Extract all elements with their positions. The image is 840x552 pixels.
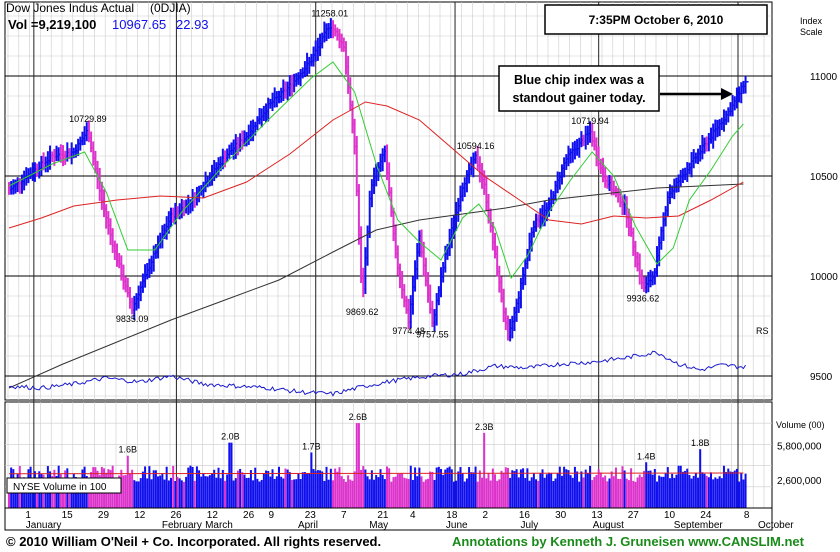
x-day-label: 24 bbox=[700, 510, 712, 521]
x-month-label: October bbox=[758, 520, 794, 531]
volume-annotation: 1.6B bbox=[119, 445, 138, 455]
callout-line-2: standout gainer today. bbox=[512, 91, 645, 105]
copyright-text: © 2010 William O'Neil + Co. Incorporated… bbox=[6, 534, 382, 549]
x-day-label: 10 bbox=[664, 510, 676, 521]
x-day-label: 12 bbox=[134, 510, 146, 521]
moving-average-10-line bbox=[8, 61, 744, 280]
volume-annotation: 1.4B bbox=[637, 451, 656, 461]
chart-title: Dow Jones Indus Actual bbox=[6, 1, 134, 15]
x-day-label: 29 bbox=[98, 510, 110, 521]
x-month-label: March bbox=[205, 520, 233, 531]
x-month-label: May bbox=[369, 520, 388, 531]
x-month-label: January bbox=[26, 520, 62, 531]
x-axis-band bbox=[4, 507, 773, 531]
x-day-label: 9 bbox=[268, 510, 274, 521]
x-day-label: 4 bbox=[410, 510, 416, 521]
callout-arrowhead bbox=[721, 88, 733, 100]
x-day-label: 18 bbox=[446, 510, 458, 521]
volume-annotation: 1.8B bbox=[691, 438, 710, 448]
timestamp: 7:35PM October 6, 2010 bbox=[589, 13, 724, 27]
price-annotation: 9757.55 bbox=[416, 329, 449, 339]
change-readout: 22.93 bbox=[176, 17, 209, 32]
price-tick-label: 10000 bbox=[810, 272, 838, 283]
moving-average-50-line bbox=[8, 101, 744, 229]
volume-axis-label: Volume (00) bbox=[776, 420, 825, 430]
annotations-credit: Annotations by Kenneth J. Gruneisen www.… bbox=[452, 534, 804, 549]
symbol-label: (0DJIA) bbox=[150, 1, 191, 15]
x-day-label: 12 bbox=[207, 510, 219, 521]
x-day-label: 23 bbox=[305, 510, 317, 521]
price-annotation: 9774.48 bbox=[392, 326, 425, 336]
volume-labels: 1.6B 2.0B 1.7B 2.6B 2.3B 1.4B 1.8B bbox=[119, 412, 710, 461]
x-day-label: 15 bbox=[62, 510, 74, 521]
volume-annotation: 2.3B bbox=[475, 422, 494, 432]
price-annotation: 9835.09 bbox=[116, 314, 149, 324]
x-month-label: April bbox=[298, 520, 318, 531]
volume-legend-box bbox=[6, 477, 122, 494]
price-tick-label: 9500 bbox=[810, 372, 833, 383]
x-month-label: September bbox=[674, 520, 724, 531]
x-day-label: 7 bbox=[341, 510, 347, 521]
price-annotation: 11258.01 bbox=[311, 8, 348, 18]
index-scale-label-2: Scale bbox=[800, 27, 823, 37]
index-scale-label-1: Index bbox=[800, 16, 823, 26]
x-day-label: 30 bbox=[555, 510, 567, 521]
callout-line-1: Blue chip index was a bbox=[514, 73, 645, 87]
rs-label: RS bbox=[756, 326, 769, 336]
x-month-label: February bbox=[162, 520, 202, 531]
price-tick-label: 10500 bbox=[810, 172, 838, 183]
x-day-label: 27 bbox=[628, 510, 640, 521]
chart-axes: 11000 10500 10000 9500 5,800,000 2,600,000 1 15… bbox=[4, 72, 838, 531]
price-annotation: 10594.16 bbox=[457, 141, 495, 151]
x-month-label: August bbox=[593, 520, 624, 531]
volume-annotation: 2.0B bbox=[221, 432, 240, 442]
volume-annotation: 2.6B bbox=[349, 412, 368, 422]
x-month-label: June bbox=[446, 520, 468, 531]
x-month-label: July bbox=[520, 520, 538, 531]
volume-tick-label: 2,600,000 bbox=[777, 476, 822, 487]
x-day-label: 16 bbox=[519, 510, 531, 521]
timestamp-box bbox=[544, 4, 768, 35]
price-annotation: 9869.62 bbox=[346, 307, 379, 317]
callout-box bbox=[498, 65, 660, 112]
price-annotation: 9936.62 bbox=[627, 294, 660, 304]
x-day-label: 26 bbox=[243, 510, 255, 521]
price-annotation: 10719.94 bbox=[571, 116, 609, 126]
x-day-label: 21 bbox=[377, 510, 389, 521]
volume-annotation: 1.7B bbox=[302, 441, 321, 451]
price-annotation: 10729.89 bbox=[69, 114, 107, 124]
x-day-label: 26 bbox=[170, 510, 182, 521]
price-annotations: 10729.89 9835.09 11258.01 9869.62 9774.48975… bbox=[69, 8, 659, 339]
relative-strength-line bbox=[8, 350, 746, 397]
price-readout: 10967.65 bbox=[112, 17, 166, 32]
x-day-label: 2 bbox=[483, 510, 489, 521]
x-day-label: 8 bbox=[744, 510, 750, 521]
volume-legend-label: NYSE Volume in 100 bbox=[13, 482, 107, 493]
volume-average-line bbox=[8, 472, 744, 475]
price-tick-label: 11000 bbox=[810, 72, 838, 83]
volume-readout: Vol =9,219,100 bbox=[8, 17, 96, 32]
price-bars bbox=[8, 18, 749, 342]
x-day-label: 13 bbox=[591, 510, 603, 521]
x-day-label: 1 bbox=[25, 510, 31, 521]
volume-tick-label: 5,800,000 bbox=[777, 441, 822, 452]
moving-average-200-line bbox=[8, 183, 744, 389]
